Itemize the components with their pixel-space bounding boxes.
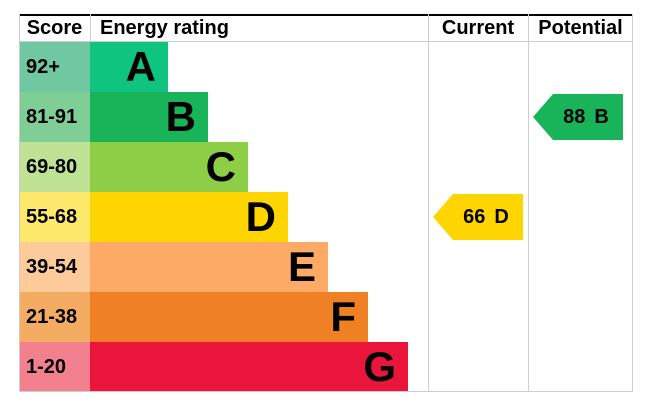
band-bar-d: D (90, 192, 288, 242)
grid-line-current-divider (428, 14, 429, 392)
band-row-g: 1-20 G (19, 342, 633, 392)
current-rating-arrow: 66 D (433, 194, 523, 240)
band-letter-b: B (165, 93, 196, 140)
band-letter-d: D (245, 193, 276, 240)
band-row-b: 81-91 B (19, 92, 633, 142)
band-row-f: 21-38 F (19, 292, 633, 342)
header-current: Current (441, 17, 515, 39)
band-bar-f: F (90, 292, 368, 342)
band-score-a: 92+ (19, 42, 90, 92)
grid-line-potential-divider (528, 14, 529, 392)
band-letter-c: C (205, 143, 236, 190)
grid-line-right (632, 14, 633, 392)
band-row-c: 69-80 C (19, 142, 633, 192)
grid-line-score-divider (90, 14, 91, 42)
potential-rating-letter: B (594, 105, 609, 128)
band-letter-f: F (330, 293, 356, 340)
epc-chart: Score Energy rating Current Potential 92… (19, 14, 633, 392)
band-bar-g: G (90, 342, 408, 392)
grid-line-bottom (19, 391, 633, 392)
band-score-b: 81-91 (19, 92, 90, 142)
band-score-d: 55-68 (19, 192, 90, 242)
header-score: Score (26, 17, 83, 39)
band-score-g: 1-20 (19, 342, 90, 392)
band-score-c: 69-80 (19, 142, 90, 192)
band-letter-e: E (287, 243, 316, 290)
potential-rating-arrow: 88 B (533, 94, 623, 140)
band-row-e: 39-54 E (19, 242, 633, 292)
grid-line-left (19, 14, 20, 392)
bands-area: 92+ A 81-91 B 69-80 C 55-68 D 39-54 (19, 42, 633, 392)
current-rating-letter: D (494, 205, 509, 228)
band-bar-c: C (90, 142, 248, 192)
band-row-a: 92+ A (19, 42, 633, 92)
chart-header-row: Score Energy rating Current Potential (19, 14, 633, 42)
band-letter-a: A (125, 43, 156, 90)
band-score-e: 39-54 (19, 242, 90, 292)
band-bar-e: E (90, 242, 328, 292)
header-energy-rating: Energy rating (100, 17, 229, 39)
header-potential: Potential (538, 17, 623, 39)
band-score-f: 21-38 (19, 292, 90, 342)
potential-rating-value: 88 (563, 105, 586, 128)
current-rating-value: 66 (463, 205, 486, 228)
band-letter-g: G (363, 343, 396, 390)
band-row-d: 55-68 D (19, 192, 633, 242)
band-bar-b: B (90, 92, 208, 142)
band-bar-a: A (90, 42, 168, 92)
